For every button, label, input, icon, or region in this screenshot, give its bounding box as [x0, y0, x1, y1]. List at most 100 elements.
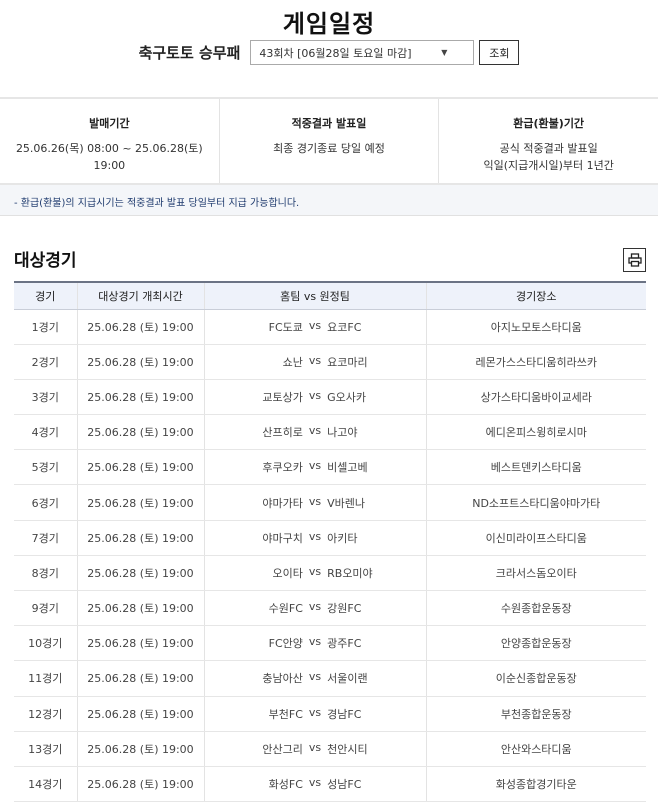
table-row: 10경기 25.06.28 (토) 19:00 FC안양 vs 광주FC 안양종합운…	[14, 625, 646, 662]
match-time: 25.06.28 (토) 19:00	[76, 766, 204, 803]
match-number: 3경기	[14, 379, 77, 416]
info-text: 25.06.26(목) 08:00 ~ 25.06.28(토) 19:00	[15, 142, 203, 172]
match-number: 10경기	[14, 625, 77, 662]
print-button[interactable]	[623, 248, 646, 272]
away-team: 아키타	[327, 531, 358, 545]
away-team: G오사카	[327, 390, 367, 404]
info-text: 최종 경기종료 당일 예정	[273, 142, 385, 155]
match-teams: 교토상가 vs G오사카	[203, 379, 426, 416]
info-text: 공식 적중결과 발표일	[499, 142, 598, 155]
match-number: 14경기	[14, 766, 77, 803]
home-team: 야마구치	[262, 531, 303, 545]
match-venue: 수원종합운동장	[425, 590, 646, 627]
match-number: 8경기	[14, 555, 77, 592]
round-select-value: 43회차 [06월28일 토요일 마감]	[259, 46, 412, 60]
away-team: 요코마리	[327, 355, 368, 369]
match-time: 25.06.28 (토) 19:00	[76, 484, 204, 521]
away-team: 경남FC	[327, 707, 362, 721]
vs-label: vs	[308, 424, 322, 438]
match-venue: 안양종합운동장	[425, 625, 646, 662]
table-row: 3경기 25.06.28 (토) 19:00 교토상가 vs G오사카 상가스타디움…	[14, 379, 646, 416]
table-row: 2경기 25.06.28 (토) 19:00 쇼난 vs 요코마리 레몬가스스타디움…	[14, 344, 646, 380]
section-title: 대상경기	[14, 251, 77, 271]
vs-label: vs	[308, 318, 322, 332]
match-teams: 충남아산 vs 서울이랜	[203, 660, 426, 697]
home-team: 쇼난	[282, 355, 303, 369]
vs-label: vs	[308, 564, 322, 578]
refund-note: - 환급(환불)의 지급시기는 적중결과 발표 당일부터 지급 가능합니다.	[0, 183, 658, 215]
match-teams: 후쿠오카 vs 비셀고베	[203, 449, 426, 486]
vs-label: vs	[308, 705, 322, 719]
header-teams: 홈팀 vs 원정팀	[203, 281, 426, 310]
match-teams: 산프히로 vs 나고야	[203, 414, 426, 451]
table-row: 4경기 25.06.28 (토) 19:00 산프히로 vs 나고야 에디온피스윙히…	[14, 414, 646, 451]
table-row: 1경기 25.06.28 (토) 19:00 FC도쿄 vs 요코FC 아지노모토스…	[14, 309, 646, 345]
away-team: 광주FC	[327, 637, 362, 651]
match-venue: 에디온피스윙히로시마	[425, 414, 646, 451]
chevron-down-icon: ▼	[441, 48, 448, 57]
vs-label: vs	[308, 635, 322, 649]
refund-period: 환급(환불)기간 공식 적중결과 발표일 익일(지급개시일)부터 1년간	[439, 99, 658, 183]
match-venue: 베스트덴키스타디움	[425, 449, 646, 486]
match-venue: 화성종합경기타운	[425, 766, 646, 803]
match-teams: 수원FC vs 강원FC	[203, 590, 426, 627]
header-time: 대상경기 개최시간	[76, 281, 204, 310]
match-venue: ND소프트스타디움야마가타	[425, 484, 646, 521]
match-number: 7경기	[14, 520, 77, 556]
match-venue: 부천종합운동장	[425, 696, 646, 732]
home-team: 교토상가	[262, 390, 303, 404]
match-venue: 크라서스돔오이타	[425, 555, 646, 592]
match-time: 25.06.28 (토) 19:00	[76, 344, 204, 380]
match-teams: 쇼난 vs 요코마리	[203, 344, 426, 380]
header-match: 경기	[14, 281, 77, 310]
match-time: 25.06.28 (토) 19:00	[76, 660, 204, 697]
match-time: 25.06.28 (토) 19:00	[76, 449, 204, 486]
away-team: V바렌나	[327, 496, 366, 510]
home-team: FC도쿄	[268, 320, 303, 334]
match-venue: 안산와스타디움	[425, 731, 646, 767]
match-time: 25.06.28 (토) 19:00	[76, 625, 204, 662]
vs-label: vs	[308, 388, 322, 402]
match-teams: 야마가타 vs V바렌나	[203, 484, 426, 521]
match-venue: 아지노모토스타디움	[425, 309, 646, 345]
away-team: 강원FC	[327, 602, 362, 616]
match-time: 25.06.28 (토) 19:00	[76, 414, 204, 451]
table-row: 5경기 25.06.28 (토) 19:00 후쿠오카 vs 비셀고베 베스트덴키스…	[14, 449, 646, 486]
match-teams: 야마구치 vs 아키타	[203, 520, 426, 556]
away-team: RB오미야	[327, 566, 373, 580]
home-team: 충남아산	[262, 672, 303, 686]
table-row: 6경기 25.06.28 (토) 19:00 야마가타 vs V바렌나 ND소프트스…	[14, 484, 646, 521]
match-number: 13경기	[14, 731, 77, 767]
home-team: 수원FC	[268, 602, 303, 616]
match-venue: 이신미라이프스타디움	[425, 520, 646, 556]
match-venue: 이순신종합운동장	[425, 660, 646, 697]
vs-label: vs	[308, 494, 322, 508]
search-button[interactable]: 조회	[479, 40, 520, 65]
away-team: 성남FC	[327, 778, 362, 792]
away-team: 비셀고베	[327, 461, 368, 475]
round-selector-row: 축구토토 승무패 43회차 [06월28일 토요일 마감] ▼ 조회	[0, 40, 658, 65]
match-number: 9경기	[14, 590, 77, 627]
match-teams: 부천FC vs 경남FC	[203, 696, 426, 732]
match-time: 25.06.28 (토) 19:00	[76, 379, 204, 416]
away-team: 나고야	[327, 426, 358, 440]
match-number: 12경기	[14, 696, 77, 732]
header-venue: 경기장소	[425, 281, 646, 310]
page-title: 게임일정	[282, 10, 376, 38]
info-panel: 발매기간 25.06.26(목) 08:00 ~ 25.06.28(토) 19:…	[0, 97, 658, 216]
match-number: 6경기	[14, 484, 77, 521]
vs-label: vs	[308, 459, 322, 473]
home-team: 산프히로	[262, 426, 303, 440]
vs-label: vs	[308, 600, 322, 614]
round-select[interactable]: 43회차 [06월28일 토요일 마감] ▼	[250, 40, 475, 65]
match-venue: 레몬가스스타디움히라쓰카	[425, 344, 646, 380]
match-time: 25.06.28 (토) 19:00	[76, 520, 204, 556]
table-row: 8경기 25.06.28 (토) 19:00 오이타 vs RB오미야 크라서스돔오…	[14, 555, 646, 592]
match-teams: 안산그리 vs 천안시티	[203, 731, 426, 767]
match-table: 경기 대상경기 개최시간 홈팀 vs 원정팀 경기장소 1경기 25.06.28…	[14, 281, 646, 803]
vs-label: vs	[308, 670, 322, 684]
match-number: 2경기	[14, 344, 77, 380]
away-team: 서울이랜	[327, 672, 368, 686]
home-team: 안산그리	[262, 742, 303, 756]
table-row: 12경기 25.06.28 (토) 19:00 부천FC vs 경남FC 부천종합운…	[14, 696, 646, 732]
